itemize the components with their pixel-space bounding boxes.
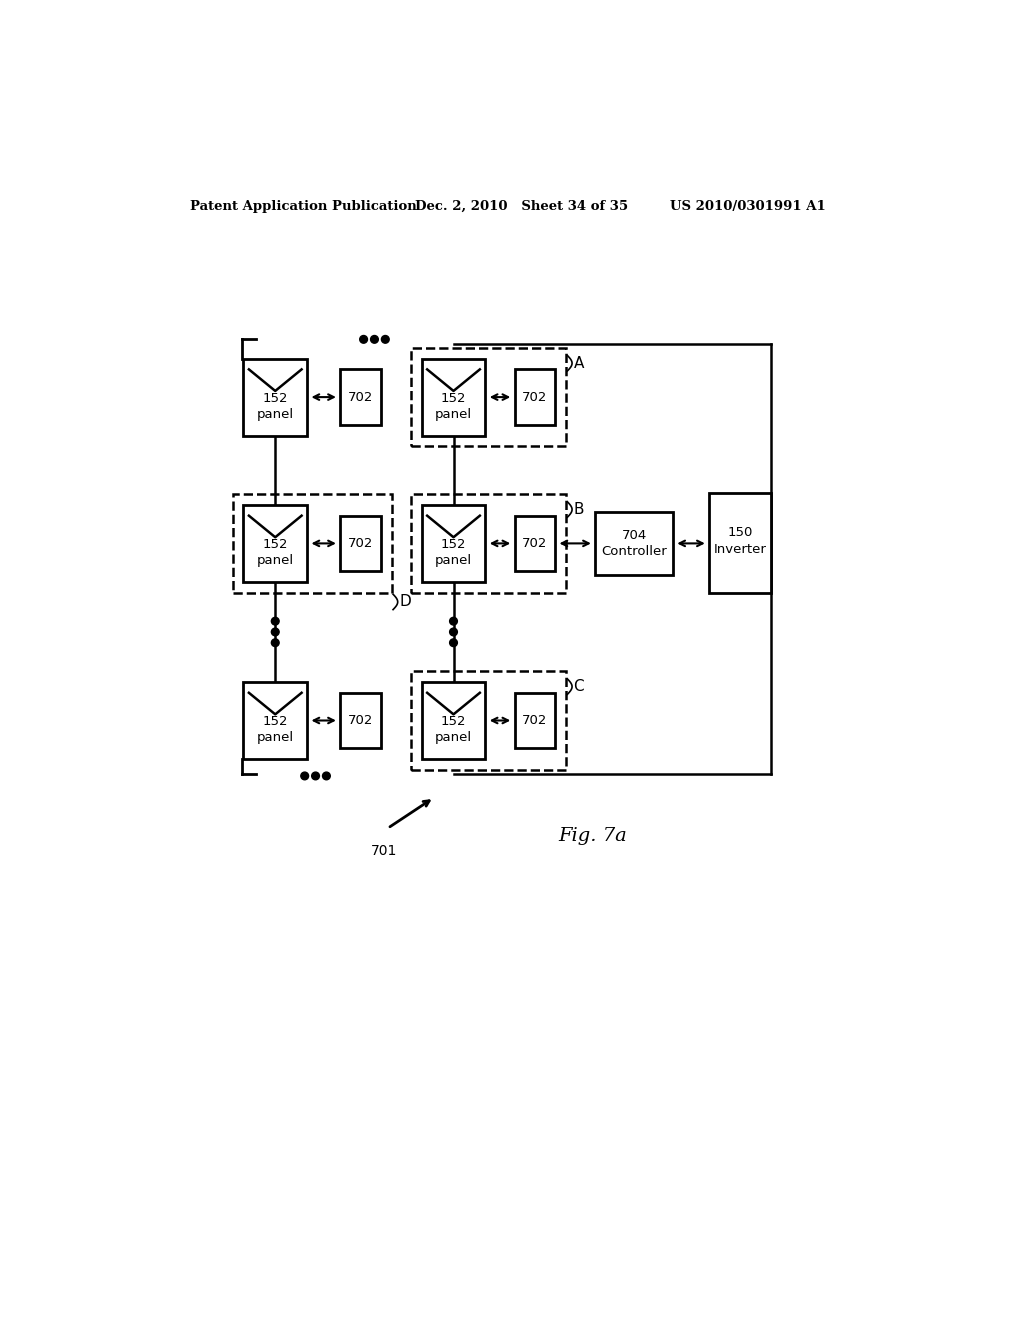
Bar bbox=[411, 494, 566, 593]
Bar bbox=[422, 359, 485, 436]
Text: 152
panel: 152 panel bbox=[435, 715, 472, 744]
Bar bbox=[244, 359, 307, 436]
Text: Inverter: Inverter bbox=[714, 543, 767, 556]
Circle shape bbox=[381, 335, 389, 343]
Bar bbox=[244, 506, 307, 582]
Bar bbox=[340, 370, 381, 425]
Circle shape bbox=[359, 335, 368, 343]
Text: Dec. 2, 2010   Sheet 34 of 35: Dec. 2, 2010 Sheet 34 of 35 bbox=[415, 199, 628, 213]
Bar bbox=[595, 512, 673, 576]
Text: 152
panel: 152 panel bbox=[435, 539, 472, 568]
Circle shape bbox=[271, 639, 280, 647]
Text: US 2010/0301991 A1: US 2010/0301991 A1 bbox=[671, 199, 826, 213]
Text: 702: 702 bbox=[348, 537, 373, 550]
Bar bbox=[340, 693, 381, 748]
Circle shape bbox=[450, 628, 458, 636]
Text: Patent Application Publication: Patent Application Publication bbox=[190, 199, 417, 213]
Circle shape bbox=[301, 772, 308, 780]
Text: 702: 702 bbox=[522, 391, 548, 404]
Circle shape bbox=[323, 772, 331, 780]
Text: A: A bbox=[573, 355, 584, 371]
Text: Controller: Controller bbox=[601, 545, 667, 557]
Text: 704: 704 bbox=[622, 529, 647, 543]
Text: 152
panel: 152 panel bbox=[435, 392, 472, 421]
Text: 152
panel: 152 panel bbox=[257, 539, 294, 568]
Text: 701: 701 bbox=[371, 843, 397, 858]
Text: 152
panel: 152 panel bbox=[257, 392, 294, 421]
Bar bbox=[515, 693, 555, 748]
Text: D: D bbox=[399, 594, 411, 610]
Circle shape bbox=[271, 628, 280, 636]
Bar bbox=[710, 494, 771, 594]
Text: 702: 702 bbox=[348, 391, 373, 404]
Bar bbox=[422, 682, 485, 759]
Bar bbox=[422, 506, 485, 582]
Bar bbox=[515, 516, 555, 572]
Text: 152
panel: 152 panel bbox=[257, 715, 294, 744]
Circle shape bbox=[311, 772, 319, 780]
Text: 702: 702 bbox=[522, 714, 548, 727]
Circle shape bbox=[271, 618, 280, 626]
Text: C: C bbox=[573, 678, 585, 694]
Text: Fig. 7a: Fig. 7a bbox=[559, 828, 628, 845]
Circle shape bbox=[450, 639, 458, 647]
Circle shape bbox=[450, 618, 458, 626]
Bar bbox=[515, 370, 555, 425]
Bar bbox=[244, 682, 307, 759]
Bar bbox=[232, 494, 391, 593]
Text: 150: 150 bbox=[728, 527, 753, 539]
Bar bbox=[411, 348, 566, 446]
Circle shape bbox=[371, 335, 378, 343]
Bar bbox=[340, 516, 381, 572]
Text: 702: 702 bbox=[348, 714, 373, 727]
Text: B: B bbox=[573, 502, 584, 517]
Bar bbox=[411, 672, 566, 770]
Text: 702: 702 bbox=[522, 537, 548, 550]
